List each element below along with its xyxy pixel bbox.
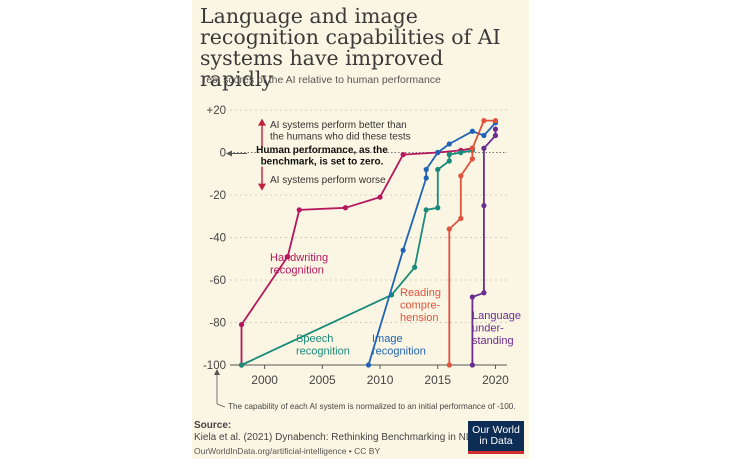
zero-pointer-head — [226, 150, 232, 157]
logo-line-1: Our World — [472, 424, 520, 436]
series-4-point-4 — [481, 145, 487, 151]
series-label-4-line-2: standing — [472, 335, 514, 347]
chart-card — [192, 0, 529, 459]
logo-line-2: in Data — [479, 435, 513, 447]
series-0-point-4 — [342, 205, 349, 211]
series-label-3-line-1: compre- — [400, 300, 441, 312]
series-3-point-0 — [446, 362, 452, 368]
better-text-line-1: the humans who did these tests — [270, 132, 411, 143]
series-3-point-1 — [446, 226, 452, 232]
series-0-point-6 — [400, 152, 406, 158]
chart-subtitle: Test scores of the AI relative to human … — [201, 74, 441, 86]
series-layer — [238, 118, 499, 368]
series-1-point-0 — [238, 362, 245, 368]
series-1-point-7 — [446, 152, 452, 158]
series-label-3-line-2: hension — [400, 312, 439, 324]
x-tick-label-4: 2020 — [482, 373, 509, 387]
source-label: Source: — [194, 420, 232, 431]
series-label-3-line-0: Reading — [400, 287, 441, 299]
x-tick-label-2: 2010 — [367, 373, 394, 387]
series-1-point-6 — [446, 158, 452, 164]
series-3-point-4 — [469, 156, 475, 162]
y-tick-label-3: -40 — [209, 233, 226, 245]
series-0-point-1 — [238, 322, 245, 328]
series-0-point-3 — [296, 207, 302, 213]
series-line-1 — [241, 149, 473, 366]
series-2-point-3 — [423, 166, 429, 173]
series-4-point-0 — [469, 362, 475, 368]
series-2-point-2 — [423, 175, 429, 181]
series-1-point-5 — [435, 166, 441, 173]
series-3-point-6 — [481, 118, 487, 124]
worse-text: AI systems perform worse — [270, 175, 386, 186]
chart-title: Language and image recognition capabilit… — [200, 4, 501, 91]
series-2-point-1 — [400, 247, 406, 253]
note-pointer-head — [214, 369, 220, 375]
y-tick-label-0: +20 — [206, 105, 226, 117]
source-text: Kiela et al. (2021) Dynabench: Rethinkin… — [194, 432, 479, 443]
source-url[interactable]: OurWorldInData.org/artificial-intelligen… — [194, 446, 381, 456]
series-4-point-2 — [481, 290, 487, 296]
series-4-point-1 — [469, 294, 475, 300]
better-text-line-0: AI systems perform better than — [270, 120, 407, 131]
series-4-point-3 — [481, 203, 487, 209]
y-tick-label-4: -60 — [209, 275, 226, 287]
human-text-line-1: benchmark, is set to zero. — [261, 157, 384, 168]
series-1-point-2 — [412, 264, 418, 270]
series-1-point-3 — [423, 207, 429, 213]
x-tick-label-3: 2015 — [424, 373, 451, 387]
series-2-point-7 — [481, 132, 487, 139]
series-2-point-4 — [435, 149, 441, 156]
note-pointer-tail — [216, 403, 226, 408]
series-0-point-5 — [377, 194, 383, 200]
x-tick-label-1: 2005 — [309, 373, 336, 387]
series-label-0-line-1: recognition — [270, 265, 324, 277]
series-3-point-5 — [469, 145, 475, 151]
y-tick-label-6: -100 — [203, 360, 226, 372]
series-0-point-2 — [285, 254, 291, 260]
series-line-0 — [240, 147, 473, 365]
series-label-2-line-0: Image — [372, 333, 403, 345]
better-arrow-head — [258, 118, 266, 126]
series-label-4-line-0: Language — [472, 310, 521, 322]
worse-arrow-head — [258, 183, 266, 191]
series-4-point-5 — [492, 132, 499, 139]
series-2-point-5 — [446, 141, 452, 147]
series-3-point-3 — [458, 173, 464, 179]
owid-logo[interactable]: Our World in Data — [468, 421, 524, 454]
human-text-line-0: Human performance, as the — [256, 145, 388, 156]
series-3-point-2 — [458, 215, 464, 221]
series-2-point-0 — [365, 362, 372, 368]
annotation-layer: The capability of each AI system is norm… — [214, 118, 516, 411]
series-2-point-6 — [469, 128, 475, 134]
normalization-note: The capability of each AI system is norm… — [228, 402, 516, 411]
series-label-layer: HandwritingrecognitionSpeechrecognitionI… — [270, 252, 521, 358]
series-4-point-6 — [492, 126, 499, 132]
axis-layer: +20 0 -20 -40 -60 -80 -100 2000 2005 2010 2015 2020 — [203, 105, 509, 387]
series-line-3 — [448, 119, 496, 365]
series-1-point-4 — [435, 205, 441, 211]
series-label-1-line-0: Speech — [296, 333, 333, 345]
series-label-0-line-0: Handwriting — [270, 252, 328, 264]
series-label-2-line-1: recognition — [372, 346, 426, 358]
series-label-1-line-1: recognition — [296, 346, 350, 358]
series-3-point-7 — [492, 118, 499, 124]
y-tick-label-1: 0 — [220, 148, 226, 160]
x-tick-label-0: 2000 — [251, 373, 278, 387]
series-1-point-8 — [458, 149, 464, 156]
y-tick-label-5: -80 — [209, 318, 226, 330]
y-tick-label-2: -20 — [209, 190, 226, 202]
series-label-4-line-1: under- — [472, 323, 504, 335]
